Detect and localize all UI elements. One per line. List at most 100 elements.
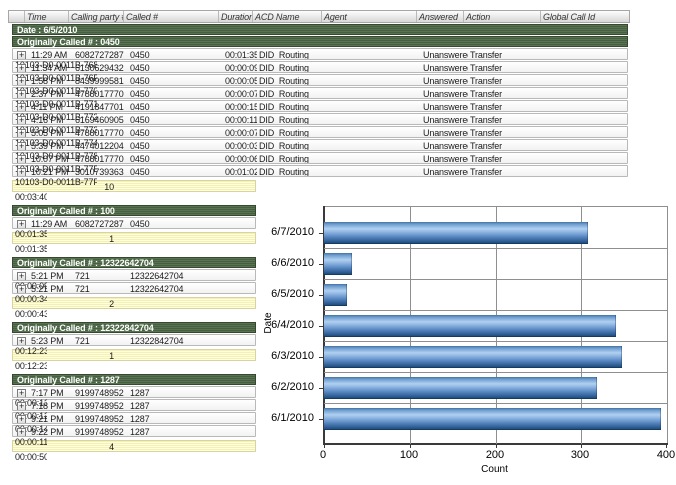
expand-plus-icon[interactable]: +: [17, 219, 26, 228]
summary-duration: 00:03:40: [15, 192, 47, 201]
col-header-answered[interactable]: Answered: [417, 11, 464, 22]
y-tick-label: 6/2/2010: [271, 381, 314, 393]
cell-duration: 00:00:07: [225, 128, 257, 137]
expand-plus-icon[interactable]: +: [17, 414, 26, 423]
cell-calling: 8439999581: [75, 76, 124, 85]
group-summary-row: 1 00:12:23: [12, 349, 256, 370]
table-row[interactable]: +9:22 PM9199748952128700:00:11: [12, 425, 256, 446]
y-tick-mark: [319, 388, 324, 389]
cell-expand: +: [13, 127, 29, 137]
cell-time: 11:34 AM: [31, 63, 68, 72]
table-row[interactable]: +7:17 PM9199748952128700:00:13: [12, 386, 256, 407]
table-row[interactable]: +4:16 PM 6169460905 0450 00:00:11DID_Routin…: [12, 113, 628, 134]
table-row[interactable]: +5:21 PM7211232264270400:00:34: [12, 282, 256, 303]
cell-time: 2:37 PM: [31, 89, 64, 98]
table-row[interactable]: +10:21 PM 3010739363 0450 00:01:02DID_Routi…: [12, 165, 628, 186]
table-row[interactable]: +5:05 PM 4788017770 0450 00:00:07DID_Routin…: [12, 126, 628, 147]
expand-plus-icon[interactable]: +: [17, 271, 26, 280]
y-tick-label: 6/6/2010: [271, 257, 314, 269]
bar: [324, 222, 588, 244]
col-header-duration[interactable]: Duration: [221, 11, 253, 22]
cell-called: 0450: [130, 63, 150, 72]
col-header-called[interactable]: Called #: [124, 11, 219, 22]
table-row[interactable]: +11:34 AM 6130629432 0450 00:00:09DID_Routi…: [12, 61, 628, 82]
expand-plus-icon[interactable]: +: [17, 154, 26, 163]
table-row[interactable]: +9:21 PM9199748952128700:00:14: [12, 412, 256, 433]
expand-plus-icon[interactable]: +: [17, 63, 26, 72]
cell-acd: DID_Routing: [259, 76, 309, 85]
y-tick-mark: [319, 357, 324, 358]
col-header-expand[interactable]: [9, 11, 25, 22]
x-tick-mark: [581, 444, 582, 448]
table-row[interactable]: +10:07 PM 4788017770 0450 00:00:06DID_Routi…: [12, 152, 628, 173]
cell-expand: +: [13, 49, 29, 59]
expand-plus-icon[interactable]: +: [17, 102, 26, 111]
summary-spacer: [128, 181, 223, 191]
call-group: Originally Called # : 12322642704 +5:21 P…: [12, 257, 628, 318]
expand-plus-icon[interactable]: +: [17, 89, 26, 98]
expand-plus-icon[interactable]: +: [17, 401, 26, 410]
col-header-acd[interactable]: ACD Name: [253, 11, 322, 22]
bar: [324, 346, 622, 368]
cell-answered: Unanswered: [423, 63, 468, 72]
cell-expand: +: [13, 153, 29, 163]
expand-plus-icon[interactable]: +: [17, 141, 26, 150]
cell-calling: 4788017770: [75, 89, 124, 98]
cell-duration: 00:00:11: [225, 115, 257, 124]
group-header: Originally Called # : 0450: [12, 36, 628, 47]
expand-plus-icon[interactable]: +: [17, 115, 26, 124]
table-row[interactable]: +2:37 PM 4788017770 0450 00:00:07DID_Routin…: [12, 87, 628, 108]
cell-calling: 9199748952: [75, 401, 124, 410]
expand-plus-icon[interactable]: +: [17, 284, 26, 293]
expand-plus-icon[interactable]: +: [17, 128, 26, 137]
table-row[interactable]: +11:29 AM 6082727287 0450 00:01:35DID_Routi…: [12, 48, 628, 69]
cell-called: 0450: [130, 128, 150, 137]
cell-calling: 721: [75, 336, 90, 345]
call-group: Originally Called # : 12322842704 +5:23 P…: [12, 322, 628, 370]
table-row[interactable]: +5:39 PM 4474012204 0450 00:00:03DID_Routin…: [12, 139, 628, 160]
cell-duration: 00:00:03: [225, 141, 257, 150]
expand-plus-icon[interactable]: +: [17, 427, 26, 436]
cell-time: 11:29 AM: [31, 50, 68, 59]
cell-action: Transfer: [470, 167, 502, 176]
col-header-time[interactable]: Time: [25, 11, 69, 22]
cell-calling: 721: [75, 271, 90, 280]
summary-spacer: [128, 298, 223, 308]
cell-expand: +: [13, 75, 29, 85]
table-row[interactable]: +5:23 PM7211232284270400:12:23: [12, 334, 256, 355]
table-row[interactable]: +7:18 PM9199748952128700:00:12: [12, 399, 256, 420]
table-row[interactable]: +1:58 PM 8439999581 0450 00:00:05DID_Routin…: [12, 74, 628, 95]
group-header: Originally Called # : 12322642704: [12, 257, 256, 268]
col-header-action[interactable]: Action: [464, 11, 541, 22]
cell-time: 5:21 PM: [31, 284, 64, 293]
gridline-horizontal: [324, 403, 667, 404]
expand-plus-icon[interactable]: +: [17, 50, 26, 59]
col-header-calling[interactable]: Calling party #: [71, 11, 124, 22]
cell-called: 0450: [130, 219, 150, 228]
expand-plus-icon[interactable]: +: [17, 336, 26, 345]
y-tick-mark: [319, 295, 324, 296]
expand-plus-icon[interactable]: +: [17, 76, 26, 85]
col-header-agent[interactable]: Agent: [322, 11, 417, 22]
expand-plus-icon[interactable]: +: [17, 388, 26, 397]
cell-calling: 6082727287: [75, 50, 124, 59]
cell-expand: +: [13, 413, 29, 423]
col-header-global_id[interactable]: Global Call Id: [543, 12, 595, 22]
cell-called: 0450: [130, 50, 150, 59]
cell-expand: +: [13, 335, 29, 345]
table-body: Date : 6/5/2010 Originally Called # : 04…: [12, 24, 628, 461]
summary-count: 1: [109, 351, 114, 360]
cell-calling: 3010739363: [75, 167, 124, 176]
table-row[interactable]: +4:11 PM 4191847701 0450 00:00:15DID_Routin…: [12, 100, 628, 121]
cell-time: 9:21 PM: [31, 414, 64, 423]
cell-expand: +: [13, 140, 29, 150]
table-row[interactable]: +5:21 PM7211232264270400:00:09: [12, 269, 256, 290]
cell-action: Transfer: [470, 128, 502, 137]
cell-acd: DID_Routing: [259, 128, 309, 137]
expand-plus-icon[interactable]: +: [17, 167, 26, 176]
table-header-row: Time Calling party #Called # DurationACD N…: [8, 10, 630, 23]
bar: [324, 408, 661, 430]
cell-called: 0450: [130, 167, 150, 176]
cell-agent: [326, 153, 421, 163]
